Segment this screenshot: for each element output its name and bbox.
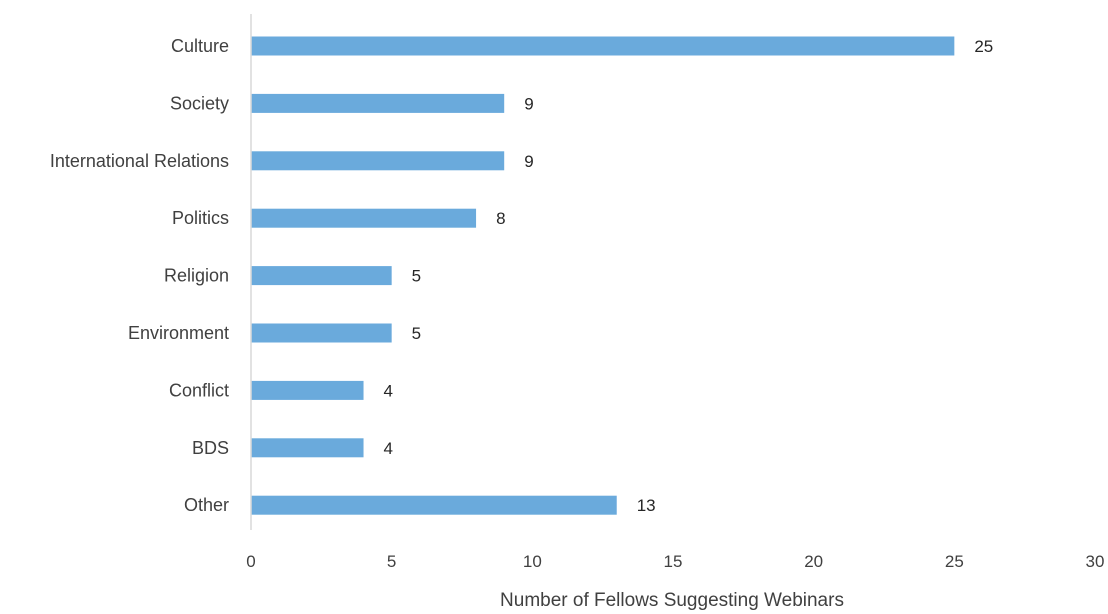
data-label-other: 13 [637,496,656,515]
category-label-politics: Politics [172,208,229,228]
bar-other [251,495,617,515]
bar-politics [251,208,477,228]
x-tick-25: 25 [945,552,964,571]
bar-culture [251,36,955,56]
category-labels: Culture Society International Relations Pol… [50,36,229,515]
data-label-politics: 8 [496,209,505,228]
data-label-society: 9 [524,94,533,113]
bar-international-relations [251,151,505,171]
category-label-international-relations: International Relations [50,151,229,171]
data-label-culture: 25 [974,37,993,56]
category-label-environment: Environment [128,323,229,343]
category-label-other: Other [184,495,229,515]
bar-bds [251,438,364,458]
category-label-religion: Religion [164,266,229,286]
x-tick-10: 10 [523,552,542,571]
category-label-conflict: Conflict [169,380,229,400]
data-label-bds: 4 [384,439,393,458]
data-label-conflict: 4 [384,381,393,400]
x-tick-0: 0 [246,552,255,571]
bar-society [251,93,505,113]
category-label-society: Society [170,93,229,113]
x-tick-30: 30 [1086,552,1105,571]
bar-conflict [251,380,364,400]
x-tick-20: 20 [804,552,823,571]
bar-environment [251,323,392,343]
data-label-environment: 5 [412,324,421,343]
bars-layer: 25 9 9 8 5 5 4 4 13 [251,36,993,515]
data-label-international-relations: 9 [524,152,533,171]
data-label-religion: 5 [412,267,421,286]
x-tick-15: 15 [664,552,683,571]
bar-religion [251,266,392,286]
x-tick-labels: 0 5 10 15 20 25 30 [246,552,1104,571]
x-tick-5: 5 [387,552,396,571]
x-axis-title: Number of Fellows Suggesting Webinars [500,590,844,611]
category-label-bds: BDS [192,438,229,458]
category-label-culture: Culture [171,36,229,56]
